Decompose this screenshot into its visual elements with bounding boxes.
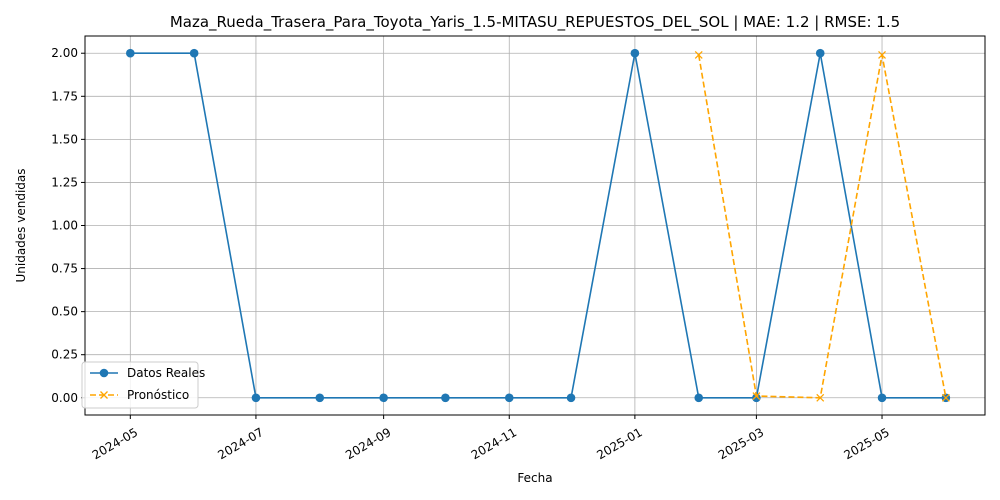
y-tick-label: 2.00 bbox=[51, 46, 78, 60]
forecast-point bbox=[941, 393, 950, 402]
data-point bbox=[752, 393, 761, 403]
y-tick-label: 1.50 bbox=[51, 132, 78, 146]
y-tick-label: 1.75 bbox=[51, 89, 78, 103]
legend-item: Pronóstico bbox=[90, 388, 189, 402]
legend-item: Datos Reales bbox=[90, 366, 205, 380]
series-line-1 bbox=[697, 54, 947, 399]
x-axis-label: Fecha bbox=[517, 471, 552, 485]
y-tick-label: 0.25 bbox=[51, 348, 78, 362]
data-point bbox=[877, 393, 887, 403]
data-point bbox=[630, 48, 640, 58]
data-point bbox=[441, 393, 450, 403]
data-point bbox=[566, 393, 576, 403]
x-tick-label: 2024-11 bbox=[469, 425, 519, 462]
x-tick-label: 2024-05 bbox=[90, 425, 140, 462]
x-tick-label: 2025-05 bbox=[842, 425, 892, 462]
chart-title: Maza_Rueda_Trasera_Para_Toyota_Yaris_1.5… bbox=[170, 13, 900, 32]
x-tick-label: 2025-03 bbox=[716, 425, 766, 462]
y-tick-label: 1.00 bbox=[51, 219, 78, 233]
y-axis-ticks: 0.00 0.25 0.50 0.75 1.00 1.25 1.50 1.75 2.00 bbox=[51, 46, 85, 405]
x-tick-label: 2025-01 bbox=[594, 425, 644, 462]
gridlines bbox=[85, 36, 985, 415]
legend-marker bbox=[99, 368, 109, 378]
y-tick-label: 0.75 bbox=[51, 262, 78, 276]
y-tick-label: 1.25 bbox=[51, 175, 78, 189]
x-tick-label: 2024-09 bbox=[343, 425, 393, 462]
y-tick-label: 0.00 bbox=[51, 391, 78, 405]
data-point bbox=[189, 48, 199, 58]
x-tick-label: 2024-07 bbox=[215, 425, 265, 462]
y-axis-label: Unidades vendidas bbox=[14, 168, 28, 282]
forecast-point bbox=[816, 393, 825, 402]
forecast-point bbox=[752, 392, 761, 401]
data-point bbox=[251, 393, 261, 403]
x-axis-ticks: 2024-05 2024-07 2024-09 2024-11 2025-01 2025-… bbox=[90, 415, 892, 462]
legend-marker bbox=[100, 391, 108, 399]
legend: Datos Reales Pronóstico bbox=[81, 361, 205, 409]
legend-label: Pronóstico bbox=[127, 388, 189, 402]
y-tick-label: 0.50 bbox=[51, 305, 78, 319]
data-point bbox=[379, 393, 388, 403]
data-point bbox=[504, 393, 514, 403]
forecast-point bbox=[878, 50, 886, 59]
plot-series bbox=[126, 48, 951, 403]
data-point bbox=[315, 393, 325, 403]
data-point bbox=[815, 48, 825, 58]
forecast-point bbox=[694, 50, 703, 59]
data-point bbox=[126, 48, 135, 58]
series-line-0 bbox=[130, 52, 946, 399]
data-point bbox=[694, 393, 704, 403]
legend-label: Datos Reales bbox=[127, 366, 205, 380]
